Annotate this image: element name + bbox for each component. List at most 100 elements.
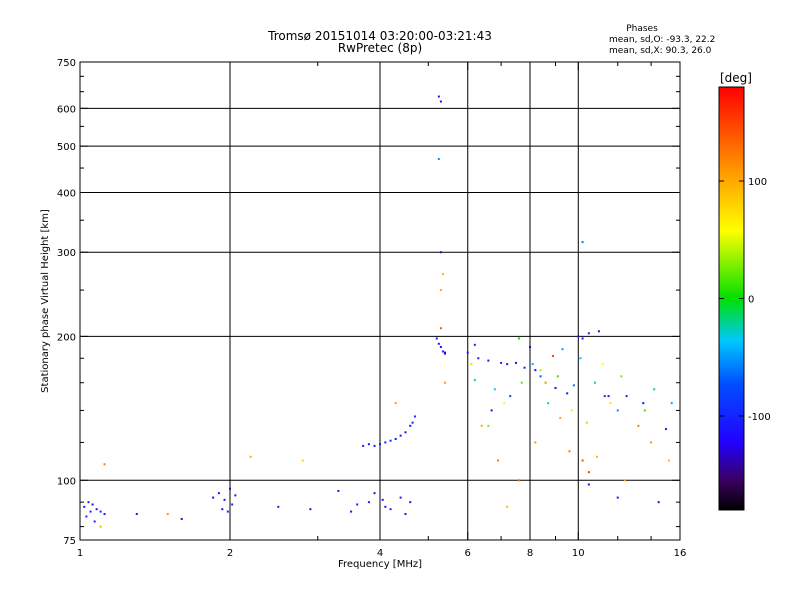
colorbar-tick-label: -100 [748,412,771,423]
data-point [556,375,559,378]
data-point [404,431,407,434]
data-point [616,496,619,499]
data-point [503,402,506,405]
data-point [539,375,542,378]
data-point [362,444,365,447]
data-point [554,386,557,389]
data-point [581,459,584,462]
data-point [409,501,412,504]
data-point [473,343,476,346]
data-point [399,434,402,437]
y-tick-label: 200 [57,332,76,343]
data-point [379,443,381,446]
data-point [99,525,102,528]
data-point [487,359,490,362]
data-point [597,330,600,333]
data-point [539,369,542,372]
data-point [534,369,537,372]
data-point [667,459,670,462]
colorbar-tick-label: 0 [748,295,754,306]
data-point [93,520,96,523]
data-point [643,409,646,412]
data-point [356,503,359,506]
data-point [623,479,626,482]
stats-title: Phases [626,24,658,34]
data-point [234,494,237,497]
data-point [587,483,590,486]
data-point [394,437,397,440]
data-point [609,402,612,405]
y-axis-ticks: 75 100 200 300 400 500 600 750 [57,58,680,547]
data-point [441,350,444,353]
data-point [439,100,442,103]
data-point [473,379,476,382]
data-point [373,492,376,495]
data-point [99,510,102,513]
data-point [166,513,169,516]
chart-subtitle: RwPretec (8p) [338,41,422,55]
y-tick-label: 500 [57,142,76,153]
data-point [411,421,414,424]
data-point [653,388,656,391]
data-point [650,441,653,444]
data-point [277,505,280,508]
data-point [520,381,523,384]
data-point [229,487,231,490]
data-point [581,337,584,340]
data-point [373,444,376,447]
data-point [470,363,473,366]
data-point [384,505,387,508]
data-point [441,273,444,276]
x-tick-label: 1 [77,548,83,559]
data-point [637,424,640,427]
data-point [212,496,215,499]
data-point [350,510,353,513]
data-point [616,409,619,412]
data-point [587,332,590,335]
data-point [443,351,446,354]
data-point [384,441,387,444]
data-point [309,508,312,511]
data-point [367,443,370,446]
data-point [89,510,92,513]
data-point [103,513,106,516]
data-point [466,351,469,354]
data-point [394,402,397,405]
data-point [437,158,440,161]
data-point [587,471,590,474]
data-point [572,384,575,387]
data-point [180,517,183,520]
data-point [506,505,509,508]
data-point [221,508,224,511]
x-tick-label: 16 [674,548,687,559]
data-point [531,363,534,366]
data-point [566,392,569,395]
y-tick-label: 300 [57,248,76,259]
x-tick-label: 2 [227,548,233,559]
data-point [91,503,94,506]
data-point [577,335,580,338]
colorbar-label: [deg] [720,71,752,85]
data-point [581,241,584,244]
x-tick-label: 8 [527,548,533,559]
data-point [523,366,526,369]
data-point [500,361,503,364]
data-point [487,424,490,427]
data-point [657,501,660,504]
y-tick-label: 75 [63,536,76,547]
data-point [389,508,392,511]
data-point [561,348,564,351]
x-axis-ticks: 1 2 4 6 8 10 16 [77,62,687,559]
data-point [670,402,673,405]
colorbar-ticks: 100 0 -100 [719,177,771,423]
data-point [509,395,512,398]
data-point [217,492,220,495]
data-point [595,455,598,458]
data-point [544,381,547,384]
data-point [480,424,483,427]
data-point [529,346,531,349]
x-axis-label: Frequency [MHz] [338,559,422,570]
y-tick-label: 750 [57,58,76,69]
data-point [437,95,440,98]
data-point [135,513,138,516]
